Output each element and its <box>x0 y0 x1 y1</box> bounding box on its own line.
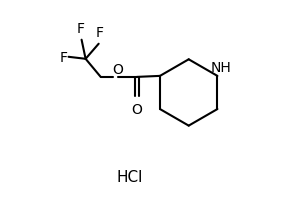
Text: O: O <box>132 103 142 117</box>
Text: O: O <box>112 63 123 76</box>
Text: F: F <box>96 26 104 40</box>
Text: NH: NH <box>211 60 231 74</box>
Text: HCl: HCl <box>116 170 143 184</box>
Text: F: F <box>60 51 68 64</box>
Text: F: F <box>77 22 85 36</box>
